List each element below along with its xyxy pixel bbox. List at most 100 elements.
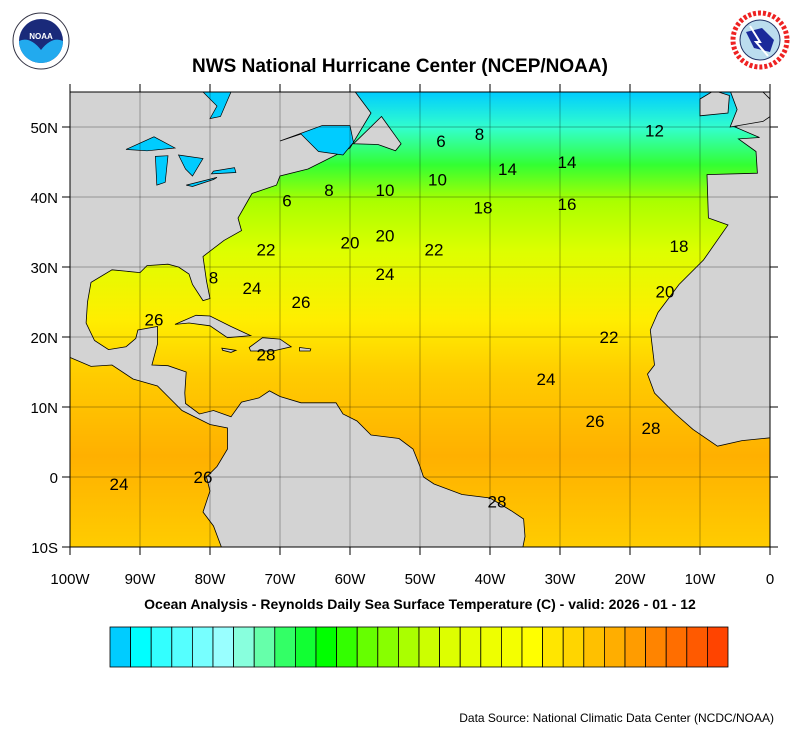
- contour-label: 8: [209, 269, 218, 288]
- contour-label: 26: [292, 293, 311, 312]
- colorbar-cell: [377, 626, 399, 668]
- colorbar-cell: [233, 626, 255, 668]
- lat-label: 20N: [30, 330, 58, 347]
- colorbar-cell: [191, 626, 214, 668]
- contour-label: 14: [498, 160, 517, 179]
- colorbar-cell: [500, 626, 523, 668]
- lat-label: 10N: [30, 400, 58, 417]
- colorbar-cell: [294, 626, 317, 668]
- map-subtitle: Ocean Analysis - Reynolds Daily Sea Surf…: [144, 596, 696, 612]
- contour-label: 6: [436, 132, 445, 151]
- land-newfoundland: [352, 115, 402, 152]
- colorbar-cell: [253, 626, 276, 668]
- colorbar-cell: [707, 626, 729, 668]
- land-hispaniola: [248, 337, 293, 352]
- nws-logo: [728, 8, 792, 77]
- contour-label: 10: [428, 171, 447, 190]
- contour-label: 20: [656, 283, 675, 302]
- contour-label: 24: [243, 279, 262, 298]
- colorbar-cell: [480, 626, 502, 668]
- land-europe-africa: [647, 92, 770, 447]
- land-masses: [70, 92, 770, 547]
- lat-label: 50N: [30, 120, 58, 137]
- lon-label: 0: [766, 571, 774, 588]
- water-lake-michigan: [155, 155, 169, 186]
- colorbar-cell: [624, 626, 647, 668]
- noaa-logo: NOAA: [12, 12, 70, 75]
- colorbar-cell: [439, 626, 461, 668]
- lon-label: 20W: [615, 571, 647, 588]
- data-source: Data Source: National Climatic Data Cent…: [459, 711, 774, 725]
- colorbar-cell: [109, 626, 132, 668]
- contour-label: 18: [670, 237, 689, 256]
- lat-label: 0: [50, 470, 58, 487]
- colorbar-cell: [562, 626, 585, 668]
- colorbar-cell: [521, 626, 544, 668]
- colorbar-cell: [397, 626, 420, 668]
- contour-label: 14: [558, 153, 577, 172]
- contour-label: 16: [558, 195, 577, 214]
- contour-label: 28: [257, 346, 276, 365]
- contour-label: 28: [642, 419, 661, 438]
- lon-label: 70W: [265, 571, 297, 588]
- water-lake-erie: [186, 177, 218, 187]
- contour-label: 24: [110, 475, 129, 494]
- contour-label: 18: [474, 199, 493, 218]
- contour-label: 8: [324, 181, 333, 200]
- colorbar-cell: [645, 626, 667, 668]
- contour-label: 26: [145, 311, 164, 330]
- land-cuba: [174, 314, 253, 339]
- colorbar-cell: [130, 626, 152, 668]
- lat-label: 30N: [30, 260, 58, 277]
- colorbar-cell: [686, 626, 708, 668]
- land-great-britain: [729, 92, 770, 128]
- colorbar-cell: [583, 626, 605, 668]
- svg-text:NOAA: NOAA: [29, 32, 53, 41]
- contour-label: 28: [488, 493, 507, 512]
- land-jamaica: [221, 347, 238, 353]
- contour-label: 6: [282, 192, 291, 211]
- lon-label: 40W: [475, 571, 507, 588]
- colorbar: 5101520253035: [109, 626, 729, 668]
- lat-label: 10S: [31, 540, 58, 557]
- colorbar-cell: [418, 626, 441, 668]
- water-gulf-st-lawrence: [279, 125, 354, 156]
- lon-label: 60W: [335, 571, 367, 588]
- page-title: NWS National Hurricane Center (NCEP/NOAA…: [192, 56, 608, 77]
- map-axes: 100W 90W 80W 70W 60W 50W 40W 30W 20W 10W 0 50N 40N 30…: [30, 84, 778, 588]
- contour-label: 22: [425, 241, 444, 260]
- colorbar-cell: [542, 626, 564, 668]
- lon-label: 10W: [685, 571, 717, 588]
- colorbar-cell: [336, 626, 358, 668]
- colorbar-cell: [171, 626, 193, 668]
- contour-label: 8: [475, 125, 484, 144]
- lon-label: 30W: [545, 571, 577, 588]
- lon-label: 90W: [125, 571, 157, 588]
- water-lake-huron: [177, 154, 204, 177]
- lon-label: 80W: [195, 571, 227, 588]
- lat-label: 40N: [30, 190, 58, 207]
- colorbar-cell: [356, 626, 379, 668]
- contour-label: 22: [257, 241, 276, 260]
- contour-label: 22: [600, 328, 619, 347]
- contour-label: 24: [537, 370, 556, 389]
- contour-label: 12: [645, 122, 664, 141]
- contour-label: 10: [376, 181, 395, 200]
- colorbar-cell: [150, 626, 173, 668]
- land-puerto-rico: [299, 347, 312, 352]
- contour-label: 26: [194, 468, 213, 487]
- contour-label: 24: [376, 265, 395, 284]
- water-lake-ontario: [210, 167, 237, 175]
- colorbar-cell: [459, 626, 482, 668]
- contour-label: 26: [586, 412, 605, 431]
- contour-label: 20: [376, 227, 395, 246]
- graticule: [70, 92, 770, 547]
- colorbar-cell: [665, 626, 688, 668]
- colorbar-cell: [315, 626, 338, 668]
- colorbar-cell: [212, 626, 235, 668]
- lon-label: 50W: [405, 571, 437, 588]
- colorbar-cell: [274, 626, 296, 668]
- colorbar-cell: [604, 626, 626, 668]
